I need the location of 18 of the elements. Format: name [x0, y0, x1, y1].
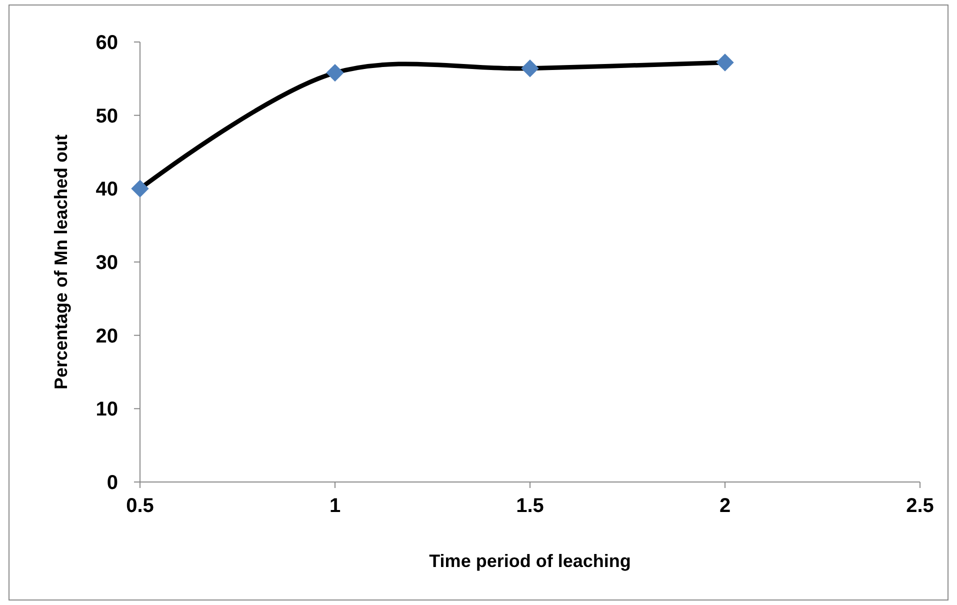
point	[326, 64, 344, 82]
y-tick-label: 10	[96, 398, 118, 421]
x-tick-label: 1	[329, 495, 341, 517]
point	[716, 54, 734, 72]
x-tick-label: 2.5	[906, 495, 934, 517]
point	[131, 180, 149, 198]
x-tick-label: 0.5	[126, 495, 154, 517]
y-tick-label: 40	[96, 178, 118, 201]
y-axis-title: Percentage of Mn leached out	[51, 134, 71, 390]
y-tick-label: 30	[96, 252, 118, 274]
x-axis-title: Time period of leaching	[429, 551, 631, 571]
y-tick-label: 60	[96, 32, 118, 54]
x-tick-label: 2	[719, 495, 731, 517]
x-tick-label: 1.5	[516, 495, 544, 517]
y-tick-label: 20	[96, 325, 118, 348]
y-tick-label: 0	[106, 472, 118, 494]
point	[521, 60, 539, 78]
y-tick-label: 50	[96, 105, 118, 128]
